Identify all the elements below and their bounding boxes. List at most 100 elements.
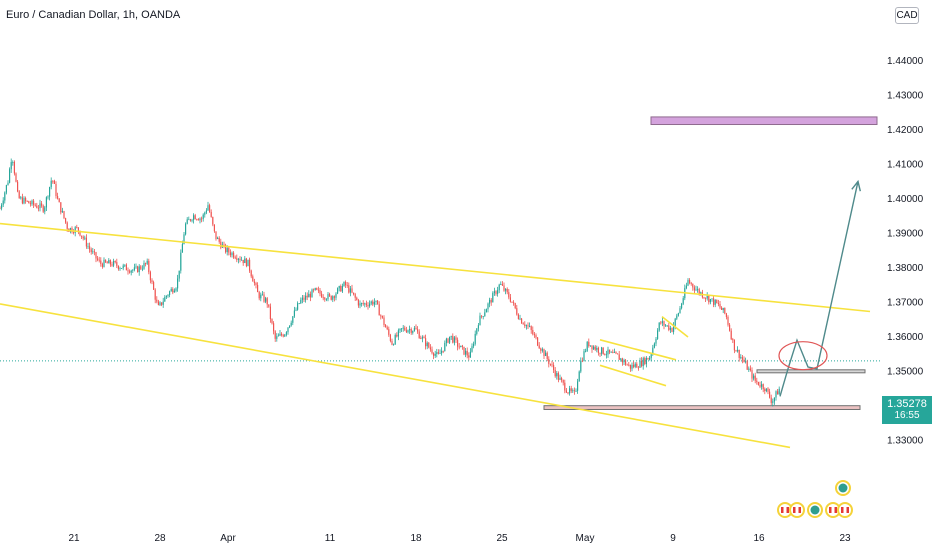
x-tick-label: 9 <box>670 533 676 544</box>
candle-body <box>23 198 25 204</box>
candle-body <box>537 337 539 346</box>
y-tick-label: 1.44000 <box>887 56 924 67</box>
candle-body <box>719 304 721 308</box>
candle-body <box>463 346 465 355</box>
candle-body <box>501 284 503 286</box>
candle-body <box>757 381 759 385</box>
candle-body <box>133 267 135 270</box>
candle-body <box>236 258 238 260</box>
event-marker-dot-icon <box>810 505 820 515</box>
candle-body <box>567 392 569 394</box>
candle-body <box>663 321 665 326</box>
candle-body <box>524 324 526 327</box>
candle-body <box>276 336 278 339</box>
candle-body <box>553 364 555 370</box>
candle-body <box>604 353 606 355</box>
candle-body <box>583 351 585 362</box>
candle-body <box>612 351 614 353</box>
candle-body <box>468 355 470 358</box>
candle-body <box>153 282 155 290</box>
candle-body <box>98 259 100 261</box>
candle-body <box>593 346 595 350</box>
candle-body <box>453 337 455 343</box>
x-tick-label: 25 <box>496 533 508 544</box>
candle-body <box>95 252 97 259</box>
candle-body <box>367 305 369 307</box>
candle-body <box>42 205 44 212</box>
candle-body <box>77 227 79 231</box>
candle-body <box>562 380 564 383</box>
candle-body <box>481 315 483 317</box>
candle-body <box>199 218 201 221</box>
candle-body <box>119 268 121 270</box>
candle-body <box>121 268 123 269</box>
candle-body <box>661 321 663 324</box>
candle-body <box>41 203 43 206</box>
candle-body <box>417 329 419 332</box>
candle-body <box>165 295 167 298</box>
candle-body <box>92 251 94 253</box>
candle-body <box>113 261 115 266</box>
candle-body <box>457 339 459 347</box>
candle-body <box>431 349 433 354</box>
candle-body <box>645 357 647 365</box>
candle-body <box>743 359 745 362</box>
candle-body <box>724 307 726 314</box>
candle-body <box>644 358 646 365</box>
candle-body <box>313 289 315 291</box>
candle-body <box>101 263 103 267</box>
candle-body <box>596 347 598 350</box>
candle-body <box>561 378 563 381</box>
candle-body <box>215 231 217 239</box>
currency-badge[interactable]: CAD <box>895 7 919 24</box>
candle-body <box>764 389 766 392</box>
flag-upper <box>599 339 677 361</box>
candle-body <box>545 352 547 357</box>
candle-body <box>618 354 620 360</box>
candle-body <box>689 280 691 283</box>
candle-body <box>319 290 321 294</box>
candle-body <box>311 289 313 298</box>
candle-body <box>393 344 395 346</box>
candle-body <box>287 327 289 333</box>
candle-body <box>329 294 331 296</box>
candle-body <box>418 331 420 339</box>
candle-body <box>381 315 383 318</box>
candle-body <box>658 322 660 331</box>
candle-body <box>21 197 23 204</box>
candle-body <box>231 252 233 256</box>
candle-body <box>332 296 334 300</box>
candle-body <box>713 298 715 305</box>
candle-body <box>698 289 700 294</box>
candle-body <box>521 318 523 324</box>
candle-body <box>516 308 518 315</box>
candle-body <box>290 322 292 326</box>
candle-body <box>85 237 87 247</box>
candle-body <box>327 294 329 300</box>
candle-body <box>581 360 583 362</box>
candle-body <box>628 364 630 366</box>
candle-body <box>721 307 723 310</box>
candle-body <box>49 187 51 197</box>
candle-body <box>138 266 140 273</box>
candle-body <box>140 266 142 269</box>
last-price-label: 1.35278 16:55 <box>882 396 932 424</box>
x-tick-label: May <box>576 533 595 544</box>
candle-body <box>565 390 567 393</box>
candle-body <box>9 169 11 183</box>
x-tick-label: 11 <box>325 533 336 544</box>
candle-body <box>532 330 534 335</box>
candle-body <box>447 338 449 343</box>
candle-body <box>225 244 227 253</box>
candle-body <box>247 259 249 267</box>
candle-body <box>652 347 654 355</box>
candle-body <box>578 371 580 382</box>
candle-body <box>314 288 316 290</box>
candle-body <box>169 291 171 296</box>
candle-body <box>285 332 287 335</box>
candle-body <box>634 363 636 367</box>
small-flag <box>661 316 689 338</box>
candle-body <box>373 301 375 305</box>
